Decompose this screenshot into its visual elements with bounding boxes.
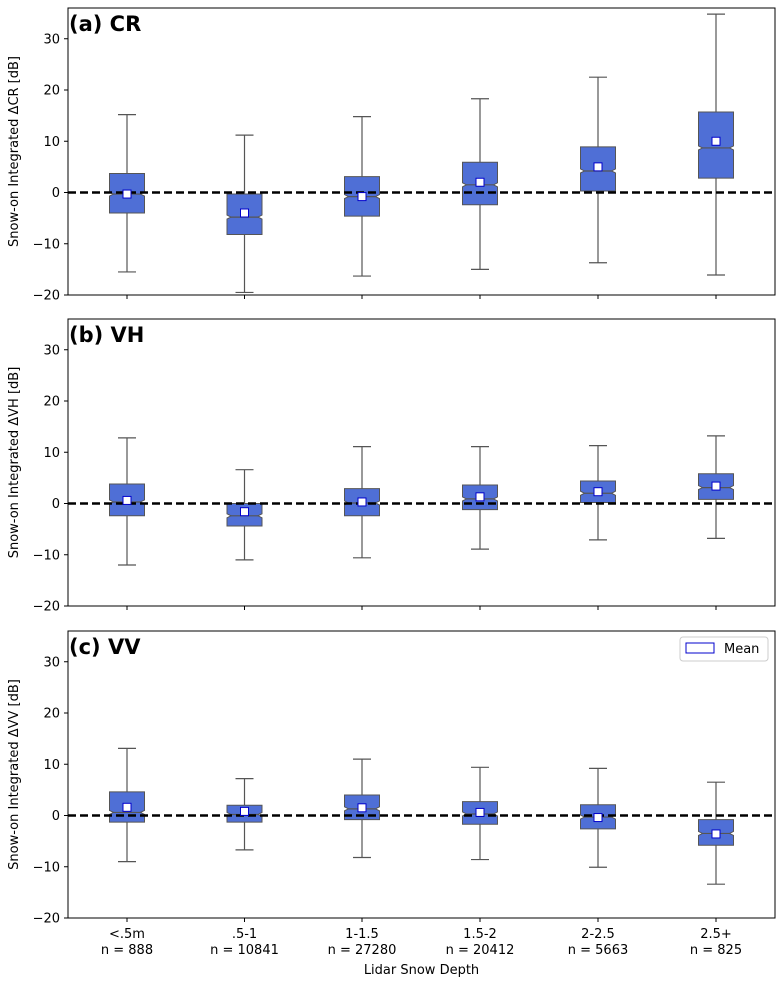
- mean-marker: [122, 189, 132, 199]
- x-tick-count: n = 27280: [328, 943, 397, 958]
- mean-marker: [357, 192, 367, 202]
- y-tick-label: 20: [43, 84, 60, 99]
- x-tick-label: 2.5+: [700, 927, 732, 942]
- mean-marker: [240, 806, 249, 816]
- mean-marker: [711, 829, 721, 839]
- y-tick-label: 0: [52, 497, 60, 512]
- x-axis-title: Lidar Snow Depth: [364, 963, 479, 978]
- mean-marker: [593, 813, 603, 823]
- y-tick-label: −10: [33, 237, 60, 252]
- panel-vh: −20 −10 0 10 20 30 Snow-on Integrated ΔVH [dB]…: [7, 318, 776, 615]
- legend-swatch: [685, 642, 715, 654]
- y-tick-label: 0: [52, 186, 60, 201]
- y-tick-label: 10: [43, 758, 60, 773]
- panel-cr: −20 −10 0 10 20 30 Snow-on Integrated ΔCR [dB]…: [7, 7, 776, 304]
- y-axis-title: Snow-on Integrated ΔCR [dB]: [7, 56, 22, 247]
- mean-marker: [593, 162, 603, 172]
- panel-title: (a) CR: [69, 12, 141, 36]
- y-tick-label: 30: [43, 343, 60, 358]
- mean-marker: [122, 802, 132, 812]
- y-tick-label: −10: [33, 548, 60, 563]
- panel-title: (b) VH: [69, 323, 144, 347]
- x-tick-count: n = 5663: [568, 943, 628, 958]
- x-tick-label: 1-1.5: [345, 927, 379, 942]
- x-tick-label: 1.5-2: [463, 927, 497, 942]
- y-tick-label: 30: [43, 655, 60, 670]
- y-axis-title: Snow-on Integrated ΔVH [dB]: [7, 367, 22, 559]
- mean-marker: [711, 136, 721, 146]
- y-tick-label: −20: [33, 912, 60, 927]
- y-tick-label: 20: [43, 707, 60, 722]
- mean-marker: [475, 177, 485, 187]
- x-tick-label: 2-2.5: [581, 927, 615, 942]
- x-axis: <.5mn = 888 .5-1n = 10841 1-1.5n = 27280 1.…: [101, 927, 742, 978]
- panel-title: (c) VV: [69, 635, 141, 659]
- axes-frame: [67, 318, 776, 607]
- mean-marker: [240, 208, 249, 218]
- mean-marker: [711, 481, 721, 491]
- y-tick-label: 30: [43, 32, 60, 47]
- panel-vv: −20 −10 0 10 20 30 Snow-on Integrated ΔVV [dB]…: [7, 630, 776, 927]
- y-tick-label: −20: [33, 600, 60, 615]
- mean-marker: [475, 807, 485, 817]
- x-tick-count: n = 825: [690, 943, 742, 958]
- mean-marker: [357, 803, 367, 813]
- y-axis-title: Snow-on Integrated ΔVV [dB]: [7, 679, 22, 870]
- box-5: [698, 781, 734, 885]
- x-tick-count: n = 10841: [210, 943, 279, 958]
- y-tick-label: 20: [43, 395, 60, 410]
- y-tick-label: −10: [33, 860, 60, 875]
- x-tick-label: <.5m: [109, 927, 145, 942]
- mean-marker: [475, 492, 485, 502]
- y-tick-label: 10: [43, 446, 60, 461]
- legend: Mean: [679, 636, 769, 662]
- y-tick-label: −20: [33, 289, 60, 304]
- mean-marker: [357, 497, 367, 507]
- x-tick-label: .5-1: [232, 927, 257, 942]
- y-tick-label: 10: [43, 135, 60, 150]
- mean-marker: [122, 495, 132, 505]
- axes-frame: [67, 630, 776, 919]
- mean-marker: [240, 507, 249, 517]
- x-tick-count: n = 888: [101, 943, 153, 958]
- x-tick-count: n = 20412: [446, 943, 515, 958]
- axes-frame: [67, 7, 776, 296]
- y-tick-label: 0: [52, 809, 60, 824]
- legend-label: Mean: [724, 642, 759, 657]
- mean-marker: [593, 487, 603, 497]
